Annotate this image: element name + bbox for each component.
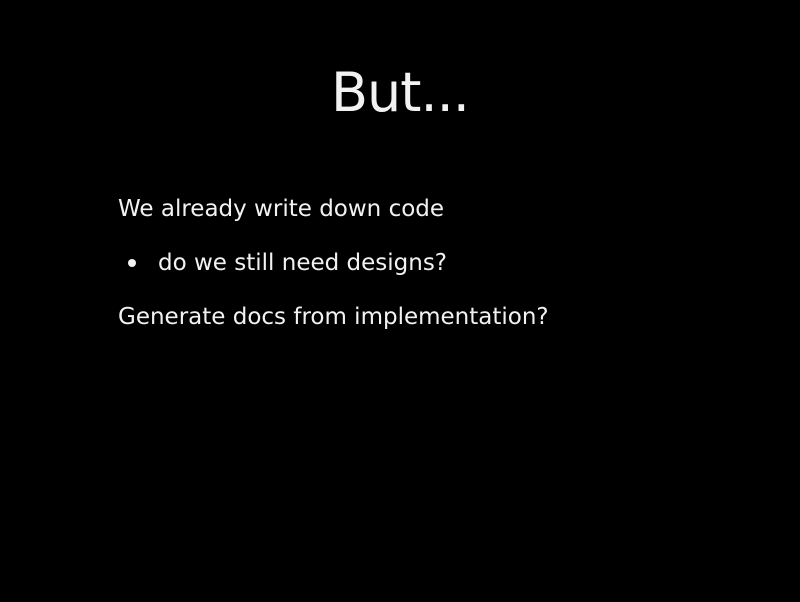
bullet-text: We already write down code	[118, 196, 445, 222]
slide-title: But...	[331, 61, 470, 124]
sub-bullet-text: do we still need designs?	[158, 250, 448, 276]
sub-bullet-item: do we still need designs?	[128, 248, 760, 278]
bullet-item: Generate docs from implementation?	[118, 302, 760, 332]
bullet-dot-icon	[128, 259, 136, 267]
bullet-item: We already write down code	[118, 194, 760, 224]
bullet-text: Generate docs from implementation?	[118, 304, 549, 330]
bullet-list: We already write down code do we still n…	[118, 194, 760, 356]
